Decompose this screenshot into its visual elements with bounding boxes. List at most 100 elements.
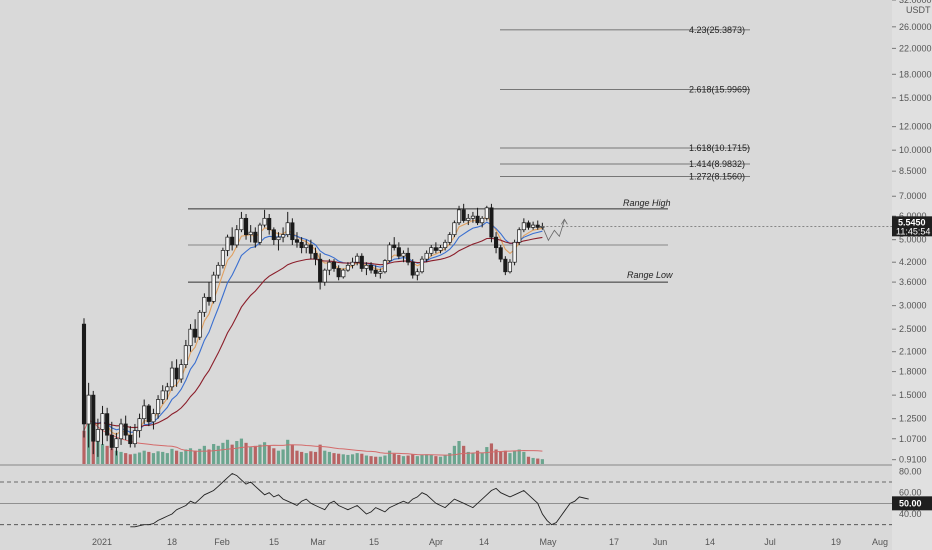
candle-body: [443, 241, 448, 249]
price-axis-label: 18.0000: [899, 69, 932, 79]
volume-bar: [225, 439, 230, 464]
candle-body: [86, 394, 91, 425]
volume-bar: [466, 451, 470, 464]
volume-bar: [512, 450, 517, 464]
candle-body: [285, 222, 290, 235]
candle-body: [100, 413, 105, 430]
candle-body: [415, 271, 420, 276]
time-axis-label: 15: [369, 537, 379, 547]
price-axis-label: 0.9100: [899, 455, 927, 465]
candle-body: [535, 224, 540, 228]
rsi-axis-label: 80.00: [899, 466, 922, 476]
time-axis-label: Feb: [214, 537, 230, 547]
projection-arrow-icon: [561, 218, 568, 225]
volume-bar: [184, 449, 188, 464]
volume-bar: [105, 445, 109, 464]
candle-body: [156, 399, 161, 414]
volume-bar: [508, 453, 512, 464]
candle-body: [234, 229, 239, 246]
price-axis-label: 2.5000: [899, 324, 927, 334]
price-axis-label: 3.0000: [899, 301, 927, 311]
price-axis-label: 5.0000: [899, 235, 927, 245]
volume-bar: [230, 444, 234, 464]
volume-bar: [346, 454, 350, 464]
time-axis-label: Mar: [310, 537, 326, 547]
candle-body: [484, 207, 489, 219]
price-axis-label: 12.0000: [899, 122, 932, 132]
volume-bar: [151, 453, 156, 464]
candle-body: [489, 207, 494, 238]
volume-bar: [110, 448, 114, 464]
volume-bar: [323, 450, 327, 464]
candle-body: [406, 252, 411, 263]
volume-bar: [337, 453, 341, 464]
volume-bar: [267, 445, 271, 464]
volume-bar: [156, 451, 160, 464]
candle-body: [461, 209, 466, 221]
candle-body: [230, 236, 235, 246]
price-axis-label: 3.6000: [899, 277, 927, 287]
volume-bar: [128, 454, 132, 464]
candle-body: [313, 252, 318, 260]
candle-body: [160, 390, 165, 400]
time-axis-label: Jul: [764, 537, 776, 547]
volume-bar: [475, 450, 480, 464]
candle-body: [359, 255, 364, 269]
volume-bar: [503, 450, 507, 464]
volume-bar: [313, 451, 318, 464]
volume-bar: [207, 449, 211, 464]
volume-bar: [350, 454, 355, 464]
rsi-axis-label: 40.00: [899, 509, 922, 519]
candle-body: [137, 418, 142, 431]
price-axis-label: 4.2000: [899, 257, 927, 267]
candle-body: [466, 217, 471, 221]
candle-countdown: 11:45:54: [896, 226, 930, 236]
volume-ma-line: [83, 419, 543, 456]
price-axis-label: 2.1000: [899, 347, 927, 357]
candle-body: [387, 244, 392, 262]
fib-level-label: 1.414(8.9832): [689, 159, 745, 169]
candle-body: [253, 231, 258, 243]
candle-body: [183, 345, 188, 365]
candle-body: [382, 260, 388, 273]
volume-bar: [304, 453, 308, 464]
time-axis-label: 17: [609, 537, 619, 547]
price-axis-label: 32.0000: [899, 0, 932, 5]
volume-bar: [499, 451, 503, 464]
candle-body: [216, 264, 221, 276]
candle-body: [433, 247, 438, 251]
candle-body: [531, 224, 536, 228]
volume-bar: [341, 454, 345, 464]
candle-body: [114, 438, 119, 448]
candle-body: [244, 217, 249, 235]
volume-bar: [332, 453, 336, 464]
candle-body: [401, 252, 406, 257]
candle-body: [410, 261, 415, 276]
volume-bar: [142, 450, 146, 464]
price-axis-label: 8.5000: [899, 166, 927, 176]
price-axis-panel: [892, 0, 932, 550]
candle-body: [281, 234, 286, 238]
price-axis-label: 1.0700: [899, 434, 927, 444]
volume-bar: [480, 453, 484, 464]
candle-body: [456, 209, 462, 224]
volume-bar: [374, 456, 378, 464]
volume-bar: [517, 449, 521, 464]
volume-bar: [369, 456, 373, 464]
candle-body: [470, 215, 475, 219]
volume-bar: [239, 438, 244, 464]
price-axis-label: 22.0000: [899, 43, 932, 53]
candle-body: [262, 217, 267, 226]
volume-bar: [221, 442, 225, 464]
candle-body: [169, 367, 175, 388]
current-price-value: 5.5450: [898, 217, 926, 227]
volume-bar: [300, 451, 304, 464]
current-price-tag: [892, 216, 932, 237]
range-high-label: Range High: [623, 198, 671, 208]
candle-body: [151, 413, 156, 423]
volume-bar: [489, 443, 494, 464]
candle-body: [364, 264, 369, 269]
volume-bar: [420, 454, 424, 464]
volume-bar: [295, 450, 299, 464]
